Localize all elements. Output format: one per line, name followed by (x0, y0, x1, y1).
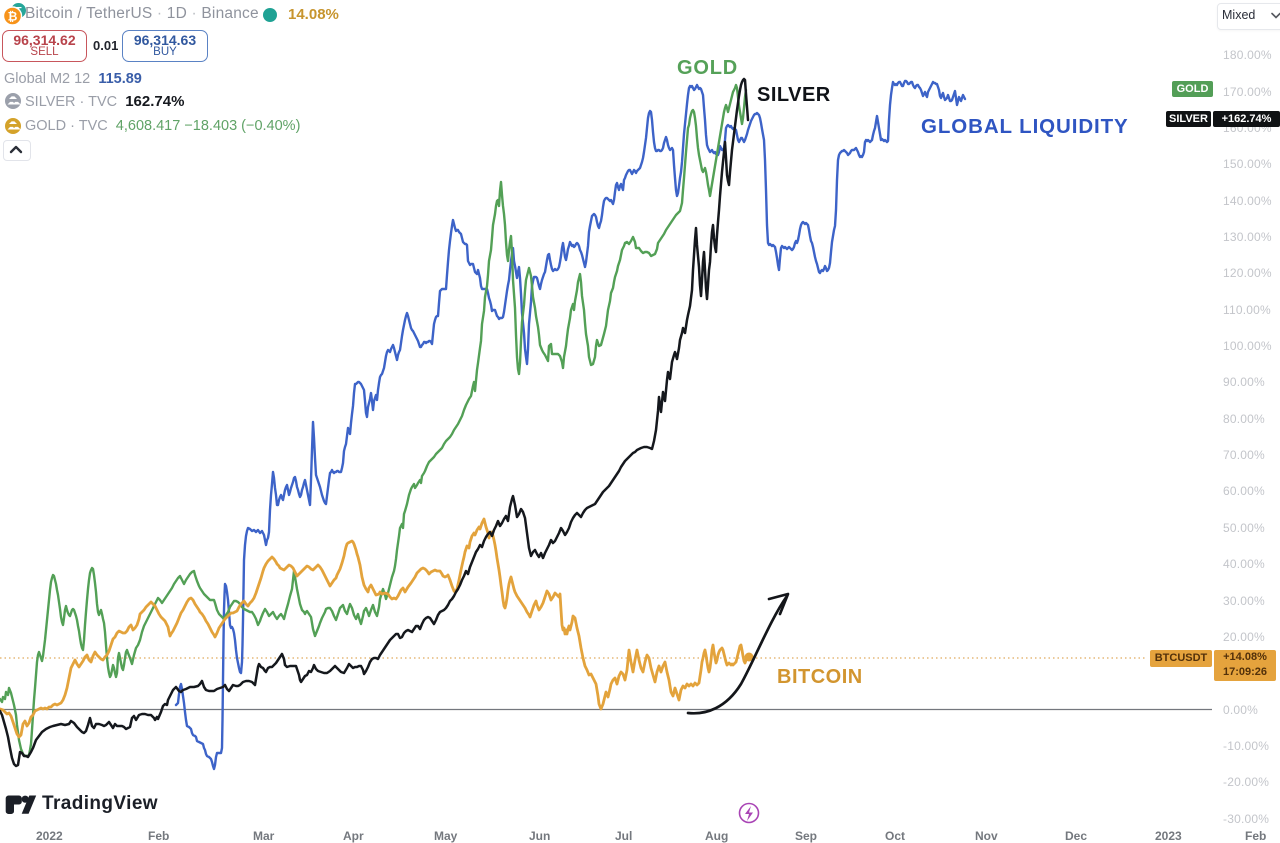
svg-text:₿: ₿ (8, 9, 18, 23)
